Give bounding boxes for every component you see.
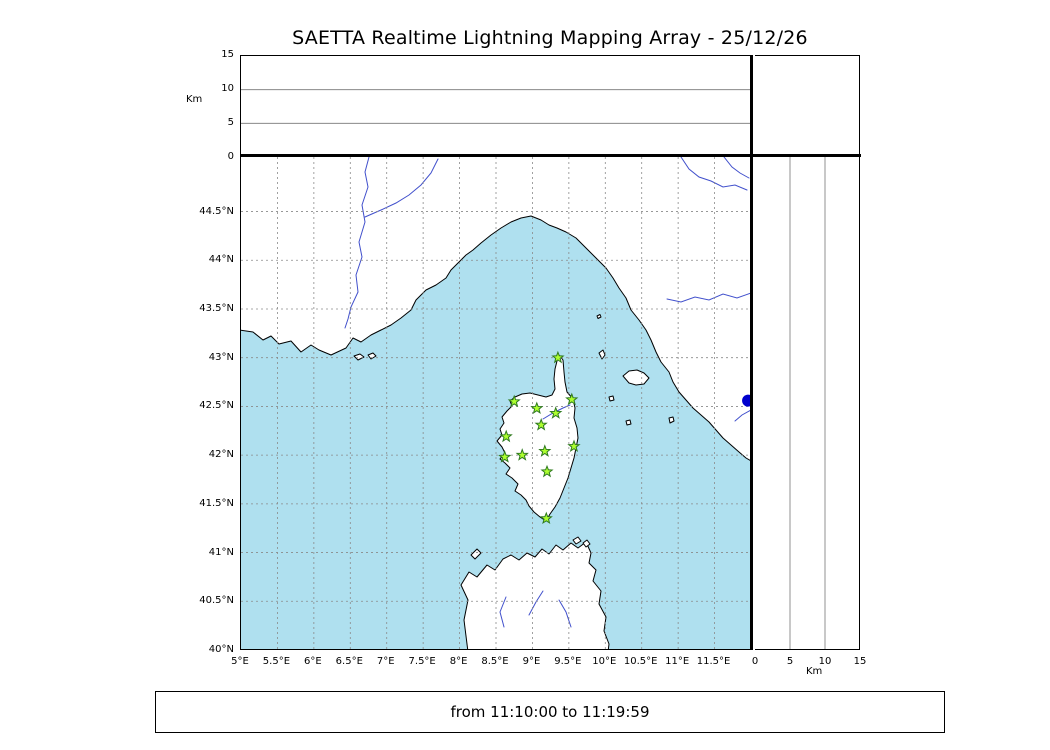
island-giglio bbox=[668, 416, 675, 424]
lon-tick-label: 10°E bbox=[592, 656, 617, 667]
station-marker bbox=[551, 350, 565, 364]
river-tiber bbox=[734, 409, 750, 422]
island-montecristo bbox=[625, 419, 632, 426]
station-marker bbox=[515, 448, 529, 461]
island-porquerolles bbox=[353, 353, 365, 361]
altitude-latitude-plot bbox=[789, 157, 826, 649]
river-sardinia-1 bbox=[528, 590, 544, 616]
lat-tick-label: 41.5°N bbox=[199, 497, 234, 509]
lon-tick-label: 6°E bbox=[304, 656, 322, 667]
land-group bbox=[241, 157, 750, 649]
station-marker bbox=[498, 450, 512, 463]
mainland-coast bbox=[241, 157, 750, 461]
lat-tick-label: 40°N bbox=[208, 644, 234, 655]
altitude-y-tick-label: 5 bbox=[227, 117, 234, 128]
altitude-y-tick-label: 10 bbox=[221, 83, 234, 94]
island-elba bbox=[622, 369, 650, 386]
river-sardinia-2 bbox=[558, 599, 572, 628]
island-capraia bbox=[598, 349, 606, 360]
island-maddalena-1 bbox=[572, 536, 582, 545]
station-marker bbox=[565, 392, 579, 406]
lon-tick-label: 8°E bbox=[449, 656, 468, 667]
lon-tick-label: 11°E bbox=[665, 656, 690, 667]
river-arno bbox=[666, 292, 750, 303]
station-marker bbox=[567, 439, 581, 452]
thick-separator-horizontal bbox=[240, 154, 861, 157]
lon-tick-label: 5°E bbox=[231, 656, 249, 667]
altitude-longitude-plot bbox=[241, 89, 750, 124]
station-marker bbox=[507, 394, 521, 408]
river-sardinia-3 bbox=[499, 596, 507, 628]
time-window-text: from 11:10:00 to 11:19:59 bbox=[450, 703, 650, 721]
time-window-status: from 11:10:00 to 11:19:59 bbox=[155, 691, 945, 733]
station-marker bbox=[538, 444, 552, 457]
corsica bbox=[496, 354, 579, 522]
lon-tick-label: 5.5°E bbox=[262, 656, 291, 667]
island-gorgona bbox=[596, 314, 602, 319]
lon-tick-label: 10.5°E bbox=[623, 656, 658, 667]
lon-tick-label: 6.5°E bbox=[335, 656, 363, 667]
island-pianosa bbox=[608, 395, 615, 402]
island-port-cros bbox=[367, 352, 377, 360]
map bbox=[241, 157, 750, 649]
lon-tick-label: 7.5°E bbox=[408, 656, 436, 667]
island-asinara bbox=[470, 548, 482, 560]
corner-panel bbox=[755, 55, 860, 157]
lat-tick-label: 42°N bbox=[208, 449, 234, 461]
river-durance bbox=[364, 158, 439, 218]
station-marker bbox=[499, 429, 513, 443]
lon-tick-label: 9.5°E bbox=[554, 656, 582, 667]
lat-tick-label: 43°N bbox=[208, 351, 234, 363]
island-maddalena-2 bbox=[582, 539, 591, 548]
lat-tick-label: 43.5°N bbox=[199, 302, 234, 314]
altitude-longitude-panel bbox=[240, 55, 750, 157]
altitude-latitude-panel bbox=[755, 157, 860, 650]
altitude-x-tick-label: 15 bbox=[853, 656, 867, 667]
station-marker bbox=[549, 406, 563, 419]
altitude-axis-label-bottom: Km bbox=[806, 666, 823, 677]
altitude-y-tick-label: 15 bbox=[221, 49, 234, 60]
lat-tick-label: 40.5°N bbox=[199, 595, 234, 607]
lat-tick-label: 44.5°N bbox=[199, 205, 234, 217]
sardinia bbox=[460, 541, 610, 649]
station-marker bbox=[534, 417, 548, 431]
lat-tick-label: 44°N bbox=[208, 254, 234, 266]
lon-tick-label: 7°E bbox=[376, 656, 395, 667]
station-marker bbox=[540, 464, 554, 478]
altitude-x-tick-label: 10 bbox=[818, 656, 832, 667]
lat-tick-label: 41°N bbox=[208, 546, 234, 558]
lon-tick-label: 11.5°E bbox=[696, 656, 731, 667]
altitude-axis-label-top: Km bbox=[186, 94, 203, 105]
event-dot bbox=[742, 394, 750, 407]
lon-tick-label: 9°E bbox=[522, 656, 541, 667]
station-marker bbox=[530, 401, 544, 414]
lat-tick-label: 42.5°N bbox=[199, 400, 234, 412]
altitude-x-tick-label: 5 bbox=[786, 656, 794, 667]
thick-separator-vertical bbox=[750, 55, 753, 650]
altitude-x-tick-label: 0 bbox=[751, 656, 759, 667]
figure-title: SAETTA Realtime Lightning Mapping Array … bbox=[292, 27, 808, 49]
altitude-y-tick-label: 0 bbox=[227, 151, 234, 162]
lon-tick-label: 8.5°E bbox=[481, 656, 509, 667]
map-markers bbox=[498, 350, 750, 525]
map-panel bbox=[240, 157, 750, 650]
river-po-2 bbox=[723, 157, 750, 179]
river-po-1 bbox=[680, 157, 748, 191]
station-marker bbox=[539, 511, 553, 525]
map-gridlines bbox=[241, 157, 750, 649]
